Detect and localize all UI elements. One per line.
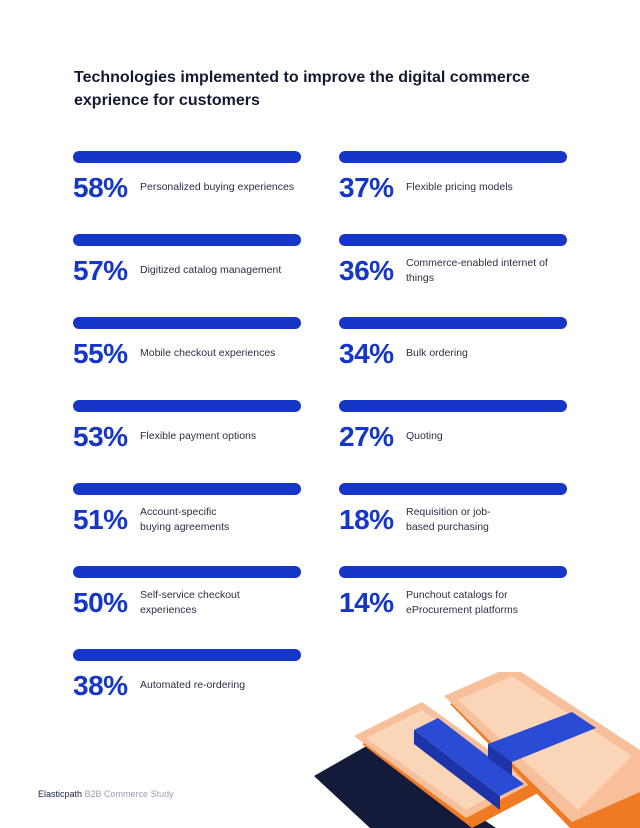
stat-value: 51% [73,504,128,535]
stat-item: 58% Personalized buying experiences [73,151,313,234]
stat-label: Personalized buying experiences [140,181,295,193]
footer-brand: Elasticpath [38,789,83,799]
stat-value: 58% [73,172,128,203]
stat-item: 27% Quoting [339,400,579,483]
money-stack-illustration [314,672,640,828]
stat-label: Commerce-enabled internet of things [406,257,548,284]
stat-label: Flexible pricing models [406,181,513,193]
stat-bar [73,317,301,329]
stat-label: Mobile checkout experiences [140,347,276,359]
stat-item: 57% Digitized catalog management [73,234,313,317]
stat-value: 27% [339,421,394,452]
stat-item: 34% Bulk ordering [339,317,579,400]
stat-bar [73,151,301,163]
stat-value: 53% [73,421,128,452]
stat-bar [73,566,301,578]
stat-bar [339,317,567,329]
stat-bar [339,483,567,495]
stats-column-right: 37% Flexible pricing models 36% Commerce… [339,151,579,649]
stat-value: 14% [339,587,394,618]
stat-item: 38% Automated re-ordering [73,649,313,732]
stat-label: Flexible payment options [140,430,257,442]
stat-bar [339,151,567,163]
stat-label: Automated re-ordering [140,679,246,691]
stat-item: 18% Requisition or job-based purchasing [339,483,579,566]
stat-label: Requisition or job-based purchasing [406,506,491,533]
stat-value: 34% [339,338,394,369]
stat-label: Account-specific buying agreements [140,506,230,533]
stat-item: 55% Mobile checkout experiences [73,317,313,400]
stat-item: 14% Punchout catalogs for eProcurement p… [339,566,579,649]
stat-label: Self-service checkout experiences [140,589,240,616]
page-title: Technologies implemented to improve the … [74,69,530,109]
stat-value: 50% [73,587,128,618]
stat-label: Digitized catalog management [140,264,282,276]
stat-item: 37% Flexible pricing models [339,151,579,234]
stat-value: 37% [339,172,394,203]
footer-study: B2B Commerce Study [84,789,174,799]
stats-column-left: 58% Personalized buying experiences 57% … [73,151,313,732]
stat-bar [339,234,567,246]
stat-item: 50% Self-service checkout experiences [73,566,313,649]
stat-item: 36% Commerce-enabled internet of things [339,234,579,317]
stat-bar [73,483,301,495]
stat-bar [339,400,567,412]
stat-item: 51% Account-specific buying agreements [73,483,313,566]
stat-item: 53% Flexible payment options [73,400,313,483]
stat-bar [73,234,301,246]
stat-value: 38% [73,670,128,701]
stat-bar [73,649,301,661]
stat-value: 36% [339,255,394,286]
stat-value: 55% [73,338,128,369]
stat-label: Punchout catalogs for eProcurement platf… [406,589,519,616]
stat-label: Quoting [406,430,443,442]
stat-bar [339,566,567,578]
stat-value: 57% [73,255,128,286]
footer: Elasticpath B2B Commerce Study [38,789,174,799]
stat-value: 18% [339,504,394,535]
stat-bar [73,400,301,412]
stat-label: Bulk ordering [406,347,468,359]
